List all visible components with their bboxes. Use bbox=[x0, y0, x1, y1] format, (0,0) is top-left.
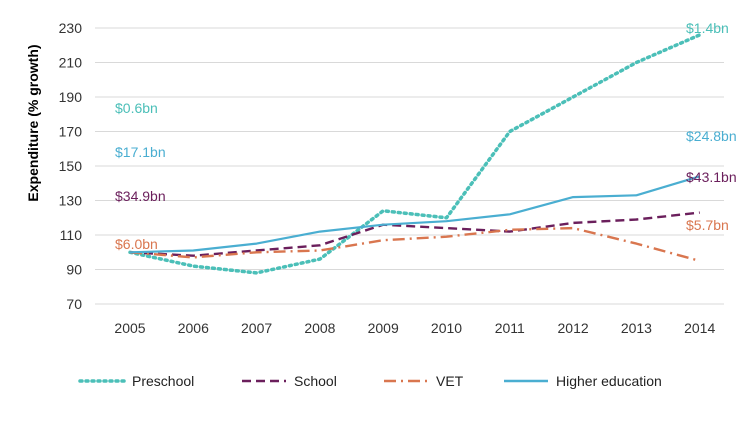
series-start-value-label: $17.1bn bbox=[115, 144, 166, 160]
x-tick-label: 2011 bbox=[495, 320, 525, 336]
series-end-value-label: $24.8bn bbox=[686, 128, 737, 144]
series-end-value-label: $5.7bn bbox=[686, 217, 729, 233]
legend-label: Higher education bbox=[556, 373, 662, 389]
y-tick-label: 230 bbox=[59, 20, 83, 36]
x-tick-label: 2005 bbox=[114, 320, 145, 336]
series-value-labels: $0.6bn $1.4bn $34.9bn $43.1bn $6.0bn $5.7bn $1… bbox=[115, 20, 737, 252]
x-tick-label: 2012 bbox=[558, 320, 589, 336]
series-start-value-label: $0.6bn bbox=[115, 100, 158, 116]
y-tick-label: 170 bbox=[59, 124, 83, 140]
series-end-value-label: $43.1bn bbox=[686, 169, 737, 185]
y-tick-label: 150 bbox=[59, 158, 83, 174]
legend-label: VET bbox=[436, 373, 464, 389]
y-axis-ticks: 70 90 110 130 150 170 190 210 230 bbox=[59, 20, 83, 312]
y-tick-label: 70 bbox=[66, 296, 82, 312]
x-tick-label: 2013 bbox=[621, 320, 652, 336]
y-axis-label: Expenditure (% growth) bbox=[25, 44, 41, 201]
x-axis-ticks: 2005 2006 2007 2008 2009 2010 2011 2012 2013 2014 bbox=[114, 320, 715, 336]
series-start-value-label: $6.0bn bbox=[115, 236, 158, 252]
series-end-value-label: $1.4bn bbox=[686, 20, 729, 36]
y-tick-label: 90 bbox=[66, 262, 82, 278]
x-tick-label: 2007 bbox=[241, 320, 272, 336]
legend-label: Preschool bbox=[132, 373, 194, 389]
series-line-preschool bbox=[128, 33, 702, 275]
x-tick-label: 2008 bbox=[304, 320, 335, 336]
y-tick-label: 130 bbox=[59, 193, 83, 209]
x-tick-label: 2014 bbox=[684, 320, 715, 336]
y-tick-label: 210 bbox=[59, 55, 83, 71]
series-start-value-label: $34.9bn bbox=[115, 188, 166, 204]
y-tick-label: 110 bbox=[60, 227, 83, 243]
x-tick-label: 2009 bbox=[368, 320, 399, 336]
x-tick-label: 2006 bbox=[178, 320, 209, 336]
series-line-higher-education bbox=[129, 175, 701, 254]
legend-label: School bbox=[294, 373, 337, 389]
legend: Preschool School VET Higher education bbox=[78, 373, 662, 389]
y-tick-label: 190 bbox=[59, 89, 83, 105]
x-tick-label: 2010 bbox=[431, 320, 462, 336]
series-line-vet bbox=[129, 226, 701, 263]
series-lines bbox=[128, 33, 702, 275]
series-line-school bbox=[129, 211, 700, 257]
grid-lines bbox=[95, 27, 724, 305]
